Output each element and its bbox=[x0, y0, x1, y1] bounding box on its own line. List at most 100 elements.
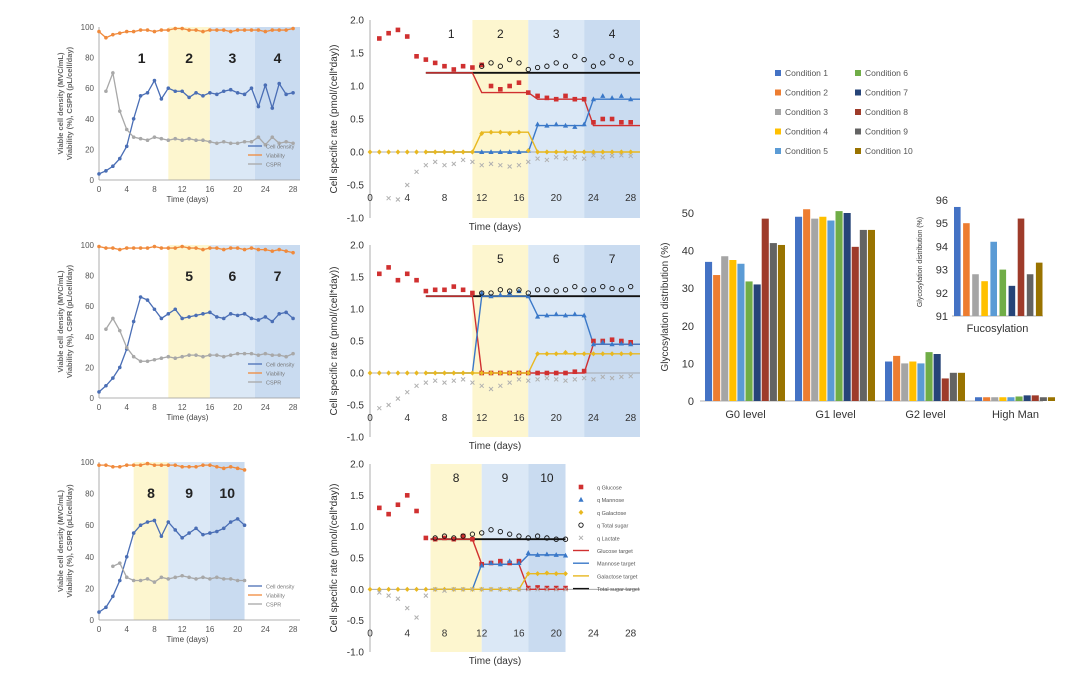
data-point-cell_density bbox=[104, 169, 108, 173]
data-point-mannose bbox=[628, 341, 634, 347]
data-point-viability bbox=[242, 468, 247, 472]
data-point-glucose bbox=[535, 370, 540, 376]
data-point-lactate bbox=[609, 153, 615, 159]
data-point-viability bbox=[104, 246, 108, 250]
data-point-cspr bbox=[194, 138, 198, 143]
data-point-lactate bbox=[525, 159, 531, 165]
phase-band bbox=[481, 464, 529, 652]
data-point-mannose bbox=[581, 312, 587, 318]
data-point-viability bbox=[145, 246, 150, 250]
data-point-cspr bbox=[228, 141, 233, 146]
data-point-cell_density bbox=[194, 313, 198, 318]
data-point-viability bbox=[235, 28, 240, 32]
data-point-mannose bbox=[488, 293, 494, 299]
data-point-glucose bbox=[442, 287, 447, 293]
data-point-lactate bbox=[497, 586, 503, 592]
data-point-mannose bbox=[618, 340, 624, 346]
data-point-mannose bbox=[534, 121, 541, 127]
x-tick-label: 24 bbox=[261, 625, 270, 634]
data-point-total_sugar bbox=[581, 287, 587, 293]
x-tick-label: 24 bbox=[588, 629, 600, 640]
data-point-cspr bbox=[117, 328, 122, 333]
data-point-galactose bbox=[488, 129, 494, 135]
x-tick-label: 24 bbox=[261, 403, 270, 412]
data-point-viability bbox=[284, 28, 288, 32]
x-axis-label: Time (days) bbox=[167, 413, 209, 422]
data-point-viability bbox=[201, 247, 205, 252]
data-point-galactose bbox=[600, 351, 606, 357]
y-tick-label: 0.0 bbox=[350, 369, 364, 380]
data-point-mannose bbox=[525, 293, 531, 299]
legend-label: Total sugar target bbox=[597, 587, 640, 593]
data-point-cell_density bbox=[194, 90, 198, 95]
x-tick-label: 0 bbox=[97, 403, 102, 412]
series-line-cspr bbox=[105, 317, 294, 362]
data-point-galactose bbox=[591, 351, 596, 357]
data-point-cell_density bbox=[138, 523, 143, 527]
phase-label: 3 bbox=[229, 50, 237, 66]
y-tick-label: 80 bbox=[85, 272, 94, 281]
bar bbox=[972, 274, 979, 316]
bar bbox=[713, 275, 721, 401]
y-tick-label: 20 bbox=[85, 584, 94, 593]
data-point-lactate bbox=[572, 154, 578, 160]
x-tick-label: 24 bbox=[261, 185, 270, 194]
data-point-cell_density bbox=[228, 87, 233, 92]
data-point-glucose bbox=[563, 370, 568, 376]
data-point-viability bbox=[256, 247, 261, 252]
data-point-galactose bbox=[460, 370, 466, 376]
data-point-viability bbox=[173, 246, 178, 250]
bar bbox=[1015, 396, 1023, 401]
data-point-galactose bbox=[395, 586, 401, 592]
data-point-galactose bbox=[414, 586, 419, 592]
phase-label: 9 bbox=[185, 485, 193, 501]
data-point-cell_density bbox=[249, 316, 254, 321]
data-point-cspr bbox=[242, 578, 247, 583]
bar bbox=[999, 397, 1007, 401]
y-axis-label: Cell specific rate (pmol/(cell*day)) bbox=[329, 267, 340, 416]
phase-label: 7 bbox=[609, 252, 616, 266]
data-point-cspr bbox=[159, 575, 164, 580]
y-axis-label: Viable cell density (MVC/mL) bbox=[56, 490, 65, 592]
data-point-lactate bbox=[535, 586, 540, 592]
data-point-lactate bbox=[507, 164, 513, 169]
x-tick-label: 12 bbox=[178, 625, 187, 634]
bar bbox=[983, 397, 991, 401]
data-point-cell_density bbox=[270, 106, 275, 110]
legend-swatch bbox=[855, 89, 861, 96]
data-point-cell_density bbox=[111, 594, 115, 599]
bar bbox=[954, 206, 961, 316]
data-point-mannose bbox=[544, 122, 550, 128]
data-point-cspr bbox=[235, 141, 240, 146]
data-point-cspr bbox=[124, 575, 129, 580]
y-tick-label: 0 bbox=[688, 396, 694, 408]
data-point-mannose bbox=[562, 312, 569, 318]
data-point-galactose bbox=[423, 586, 429, 592]
data-point-mannose bbox=[488, 149, 494, 154]
legend-label: Viability bbox=[266, 154, 285, 160]
data-point-cspr bbox=[180, 354, 184, 359]
data-point-total_sugar bbox=[479, 63, 485, 69]
data-point-lactate bbox=[628, 373, 634, 379]
y-tick-label: -1.0 bbox=[347, 433, 365, 444]
data-point-lactate bbox=[432, 586, 438, 592]
y-tick-label: -1.0 bbox=[347, 648, 365, 659]
data-point-cspr bbox=[242, 351, 247, 356]
data-point-viability bbox=[138, 463, 143, 467]
data-point-cspr bbox=[145, 577, 150, 581]
y-tick-label: -1.0 bbox=[347, 214, 365, 225]
data-point-cell_density bbox=[166, 520, 171, 524]
phase-band bbox=[168, 462, 210, 620]
bar bbox=[901, 363, 909, 401]
data-point-cell_density bbox=[97, 610, 101, 614]
y-tick-label: 40 bbox=[85, 115, 94, 124]
data-point-viability bbox=[111, 32, 115, 37]
data-point-glucose bbox=[423, 535, 429, 541]
y-axis-label: Cell specific rate (pmol/(cell*day)) bbox=[329, 484, 340, 633]
y-tick-label: 1.0 bbox=[350, 82, 364, 93]
data-point-galactose bbox=[609, 351, 615, 357]
data-point-viability bbox=[208, 28, 212, 32]
data-point-viability bbox=[277, 28, 282, 32]
data-point-mannose bbox=[516, 149, 522, 154]
data-point-cell_density bbox=[256, 318, 261, 322]
